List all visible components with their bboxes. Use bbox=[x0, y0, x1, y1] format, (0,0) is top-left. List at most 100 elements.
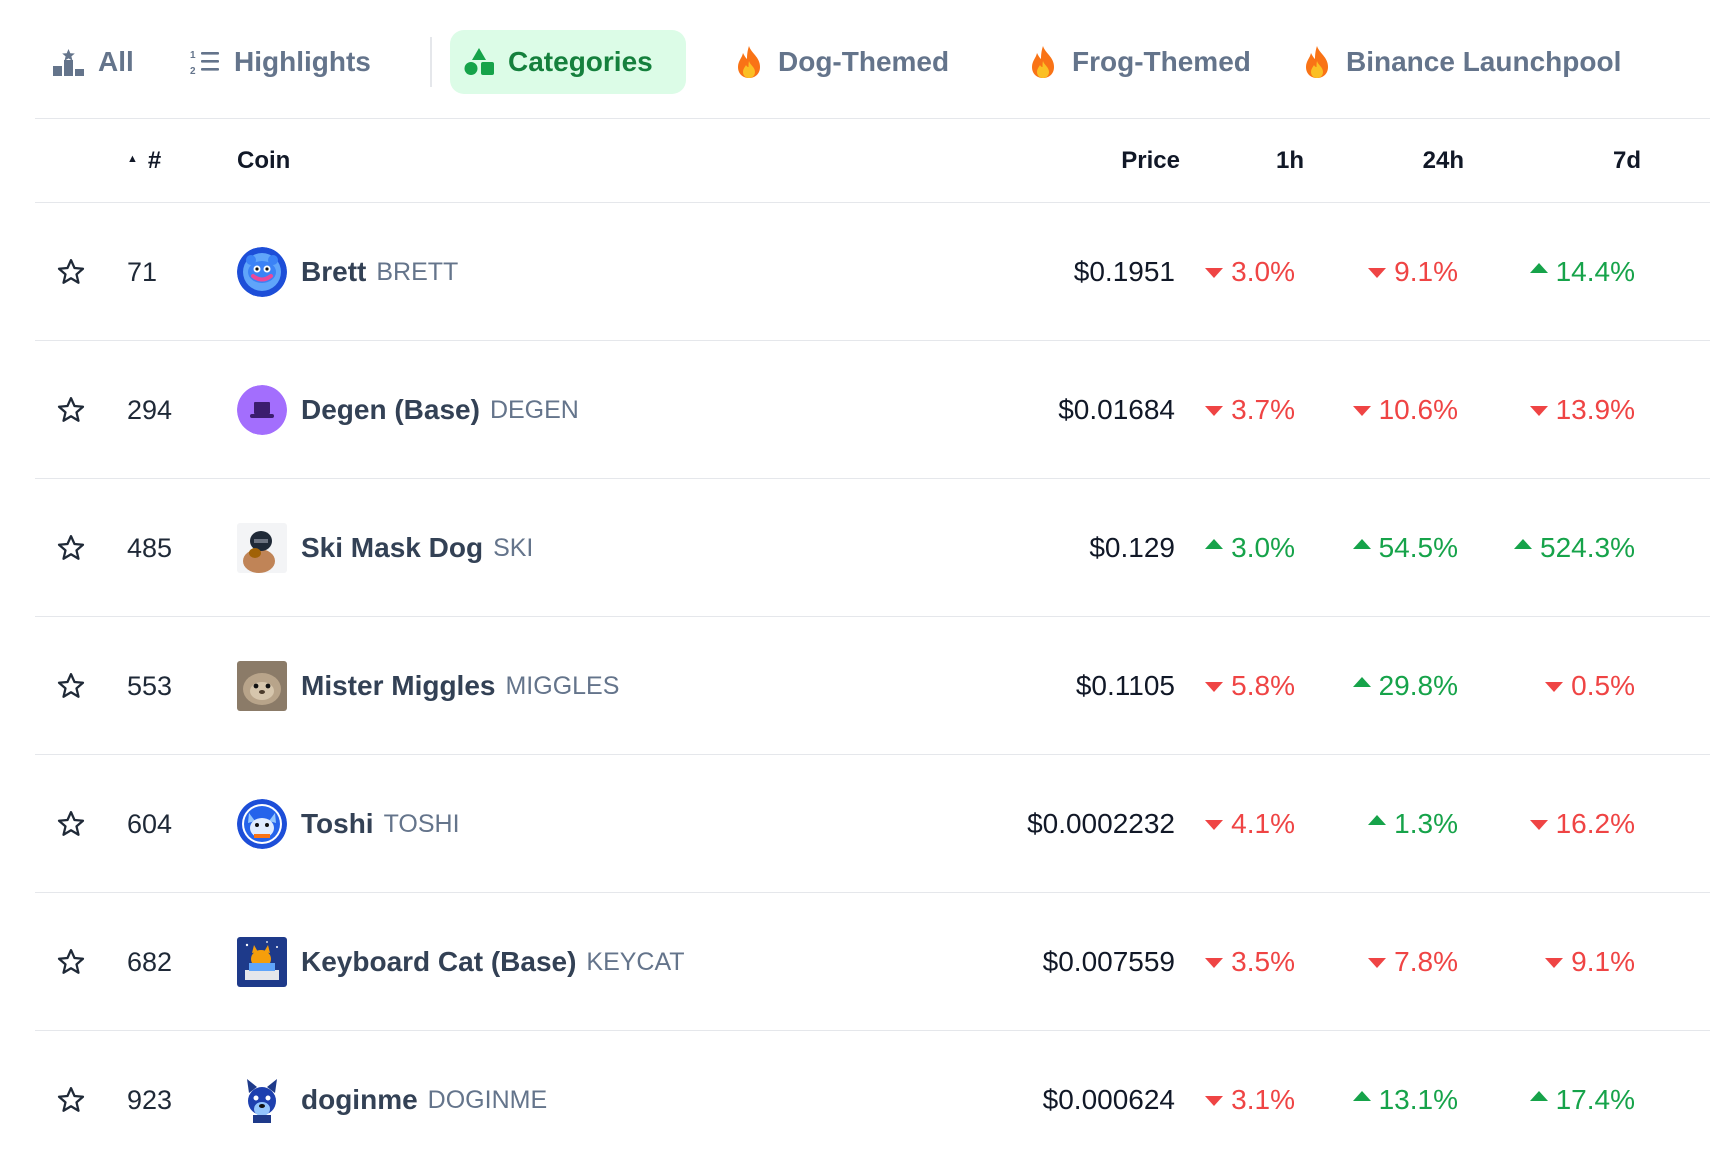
price-value: $0.000624 bbox=[1042, 1084, 1175, 1115]
change-7d: 0.5% bbox=[1545, 617, 1635, 755]
mister-miggles-logo-icon bbox=[237, 661, 287, 711]
change-1h: 3.0% bbox=[1205, 203, 1295, 341]
up-arrow-icon bbox=[1368, 815, 1387, 825]
up-arrow-icon bbox=[1205, 539, 1224, 549]
7d-column-header[interactable]: 7d bbox=[1612, 147, 1641, 174]
price-column-header[interactable]: Price bbox=[1121, 147, 1180, 174]
down-arrow-icon bbox=[1205, 1096, 1224, 1106]
rank-value: 553 bbox=[127, 670, 173, 701]
numbered-list-icon: 1 2 bbox=[188, 45, 222, 79]
down-arrow-icon bbox=[1205, 958, 1224, 968]
table-row[interactable]: 294 Degen (Base) DEGEN $0.01684 3.7% 10.… bbox=[35, 341, 1710, 479]
tab-divider bbox=[430, 37, 432, 87]
coin-info[interactable]: Brett BRETT bbox=[237, 203, 458, 341]
tabs-divider bbox=[35, 118, 1710, 119]
coin-name[interactable]: Brett bbox=[301, 256, 367, 287]
fire-icon bbox=[1300, 45, 1334, 79]
24h-column-header[interactable]: 24h bbox=[1422, 147, 1464, 174]
rank-value: 71 bbox=[127, 256, 158, 287]
coin-name[interactable]: Mister Miggles bbox=[301, 670, 496, 701]
rank-column-header[interactable]: ▲ # bbox=[127, 147, 162, 174]
tab-highlights[interactable]: 1 2 Highlights bbox=[176, 30, 383, 94]
toshi-logo-icon bbox=[237, 799, 287, 849]
price-value: $0.007559 bbox=[1042, 946, 1175, 977]
sort-ascending-icon: ▲ bbox=[127, 152, 138, 165]
tab-categories[interactable]: Categories bbox=[450, 30, 686, 94]
coin-name[interactable]: Ski Mask Dog bbox=[301, 532, 484, 563]
change-7d: 16.2% bbox=[1529, 755, 1635, 893]
change-7d: 13.9% bbox=[1529, 341, 1635, 479]
down-arrow-icon bbox=[1205, 682, 1224, 692]
change-24h: 9.1% bbox=[1368, 203, 1458, 341]
1h-column-header[interactable]: 1h bbox=[1275, 147, 1304, 174]
coin-column-header[interactable]: Coin bbox=[237, 147, 291, 174]
coin-name[interactable]: Degen (Base) bbox=[301, 394, 480, 425]
tab-label: Frog-Themed bbox=[1072, 46, 1251, 77]
coin-name[interactable]: Toshi bbox=[301, 808, 374, 839]
tab-frog-themed[interactable]: Frog-Themed bbox=[1014, 30, 1263, 94]
change-1h: 5.8% bbox=[1205, 617, 1295, 755]
watchlist-star-icon[interactable] bbox=[53, 617, 89, 755]
rank-value: 682 bbox=[127, 946, 173, 977]
up-arrow-icon bbox=[1352, 677, 1371, 687]
coin-name[interactable]: doginme bbox=[301, 1084, 418, 1115]
tab-dog-themed[interactable]: Dog-Themed bbox=[720, 30, 961, 94]
table-row[interactable]: 71 Brett BRETT $0.1951 3.0% 9.1% 14.4% bbox=[35, 203, 1710, 341]
coin-info[interactable]: Ski Mask Dog SKI bbox=[237, 479, 533, 617]
watchlist-star-icon[interactable] bbox=[53, 479, 89, 617]
change-24h: 29.8% bbox=[1352, 617, 1458, 755]
coin-symbol: BRETT bbox=[376, 257, 459, 286]
watchlist-star-icon[interactable] bbox=[53, 1031, 89, 1169]
coin-info[interactable]: Mister Miggles MIGGLES bbox=[237, 617, 619, 755]
up-arrow-icon bbox=[1529, 1091, 1548, 1101]
change-7d: 9.1% bbox=[1545, 893, 1635, 1031]
down-arrow-icon bbox=[1205, 406, 1224, 416]
change-1h: 3.0% bbox=[1205, 479, 1295, 617]
watchlist-star-icon[interactable] bbox=[53, 203, 89, 341]
table-row[interactable]: 485 Ski Mask Dog SKI $0.129 3.0% 54.5% 5… bbox=[35, 479, 1710, 617]
coin-info[interactable]: doginme DOGINME bbox=[237, 1031, 547, 1169]
change-1h: 4.1% bbox=[1205, 755, 1295, 893]
tab-label: Categories bbox=[508, 46, 653, 77]
change-7d: 14.4% bbox=[1529, 203, 1635, 341]
change-1h: 3.5% bbox=[1205, 893, 1295, 1031]
coin-symbol: MIGGLES bbox=[505, 671, 620, 700]
up-arrow-icon bbox=[1352, 539, 1371, 549]
tab-label: Dog-Themed bbox=[778, 46, 950, 77]
coin-info[interactable]: Degen (Base) DEGEN bbox=[237, 341, 579, 479]
down-arrow-icon bbox=[1352, 406, 1371, 416]
change-7d: 17.4% bbox=[1529, 1031, 1635, 1169]
table-header: ▲ # Coin Price 1h 24h 7d bbox=[35, 119, 1710, 203]
table-row[interactable]: 682 Keyboard Cat (Base) KEYCAT $0.007559… bbox=[35, 893, 1710, 1031]
brett-logo-icon bbox=[237, 247, 287, 297]
change-1h: 3.1% bbox=[1205, 1031, 1295, 1169]
fire-icon bbox=[1026, 45, 1060, 79]
coin-info[interactable]: Toshi TOSHI bbox=[237, 755, 460, 893]
change-24h: 13.1% bbox=[1352, 1031, 1458, 1169]
coin-name[interactable]: Keyboard Cat (Base) bbox=[301, 946, 577, 977]
down-arrow-icon bbox=[1205, 268, 1224, 278]
change-24h: 10.6% bbox=[1352, 341, 1458, 479]
coin-info[interactable]: Keyboard Cat (Base) KEYCAT bbox=[237, 893, 685, 1031]
up-arrow-icon bbox=[1514, 539, 1533, 549]
rank-value: 923 bbox=[127, 1084, 173, 1115]
change-7d: 524.3% bbox=[1514, 479, 1635, 617]
change-24h: 1.3% bbox=[1368, 755, 1458, 893]
tab-all[interactable]: All bbox=[40, 30, 146, 94]
table-row[interactable]: 604 Toshi TOSHI $0.0002232 4.1% 1.3% 16.… bbox=[35, 755, 1710, 893]
svg-text:2: 2 bbox=[190, 66, 196, 76]
degen-logo-icon bbox=[237, 385, 287, 435]
coin-symbol: KEYCAT bbox=[586, 947, 685, 976]
tab-binance-launchpool[interactable]: Binance Launchpool bbox=[1288, 30, 1633, 94]
keyboard-cat-logo-icon bbox=[237, 937, 287, 987]
watchlist-star-icon[interactable] bbox=[53, 893, 89, 1031]
price-value: $0.129 bbox=[1089, 532, 1175, 563]
table-row[interactable]: 553 Mister Miggles MIGGLES $0.1105 5.8% … bbox=[35, 617, 1710, 755]
shapes-icon bbox=[462, 45, 496, 79]
down-arrow-icon bbox=[1529, 406, 1548, 416]
podium-icon bbox=[52, 45, 86, 79]
watchlist-star-icon[interactable] bbox=[53, 755, 89, 893]
watchlist-star-icon[interactable] bbox=[53, 341, 89, 479]
down-arrow-icon bbox=[1545, 682, 1564, 692]
table-row[interactable]: 923 doginme DOGINME $0.000624 3.1% 13.1%… bbox=[35, 1031, 1710, 1169]
